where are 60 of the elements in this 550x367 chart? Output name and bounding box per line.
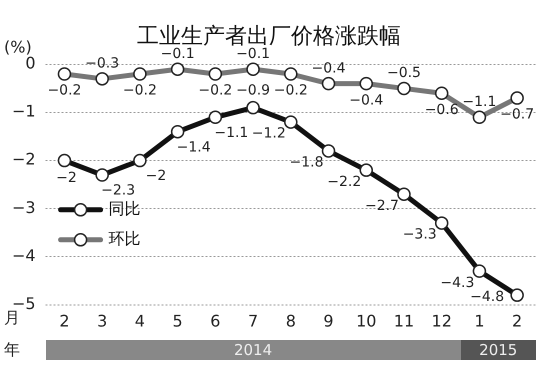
x-axis-title: 月 [4,308,20,327]
data-label: −0.2 [198,82,232,99]
data-label: −0.7 [500,106,534,123]
y-tick-label: −3 [12,198,36,217]
point [246,100,260,114]
y-tick-label: −2 [12,150,36,169]
data-label: −0.6 [424,102,459,118]
data-label: −2.3 [101,182,136,199]
data-label: −0.4 [349,92,384,108]
data-label: −2 [146,168,166,184]
x-tick-label: 12 [432,312,452,331]
text: 2014 [46,340,461,360]
text: 年 [4,340,20,360]
point [397,187,411,201]
x-tick-label: 1 [474,312,485,331]
point [472,264,486,278]
point [133,154,147,168]
data-label: −0.2 [274,82,308,99]
data-label: −4.8 [470,288,504,305]
data-label: −0.5 [386,65,421,82]
data-label: −2.7 [364,198,399,214]
data-label: −2.2 [327,174,362,190]
point [58,154,72,168]
data-label: −0.4 [312,60,346,76]
data-label: −4.3 [440,274,474,291]
point [359,163,373,177]
point [95,168,109,182]
x-tick-label: 6 [210,312,220,331]
data-label: −1.8 [290,154,324,171]
data-label: −0.2 [122,82,157,99]
x-tick-label: 7 [248,312,258,331]
x-tick-label: 5 [172,312,183,331]
point [434,216,448,230]
legend-label: 同比 [108,198,141,218]
x-tick-label: 4 [134,312,145,331]
data-label: −1.1 [214,124,248,141]
x-tick-label: 2 [59,312,70,331]
data-label: −0.2 [47,82,82,99]
point [284,115,298,129]
point [510,288,524,302]
x-tick-label: 9 [323,312,334,331]
legend-label: 环比 [108,228,141,248]
data-label: −3.3 [402,226,437,243]
point [208,110,222,124]
data-label: −1.2 [252,126,286,142]
data-label: −0.3 [85,55,120,72]
point [170,124,184,138]
data-label: −1.4 [176,139,211,156]
x-tick-label: 11 [394,312,414,331]
text: 2015 [460,340,536,360]
data-label: −0.9 [236,82,270,98]
y-tick-label: −4 [12,246,36,265]
data-label: −1.1 [462,94,496,110]
point [322,144,336,158]
x-tick-label: 3 [97,312,108,331]
x-tick-label: 10 [356,312,376,331]
x-tick-label: 2 [512,312,522,331]
y-tick-label: −1 [12,102,36,121]
x-tick-label: 8 [286,312,296,331]
data-label: −2 [56,170,77,186]
